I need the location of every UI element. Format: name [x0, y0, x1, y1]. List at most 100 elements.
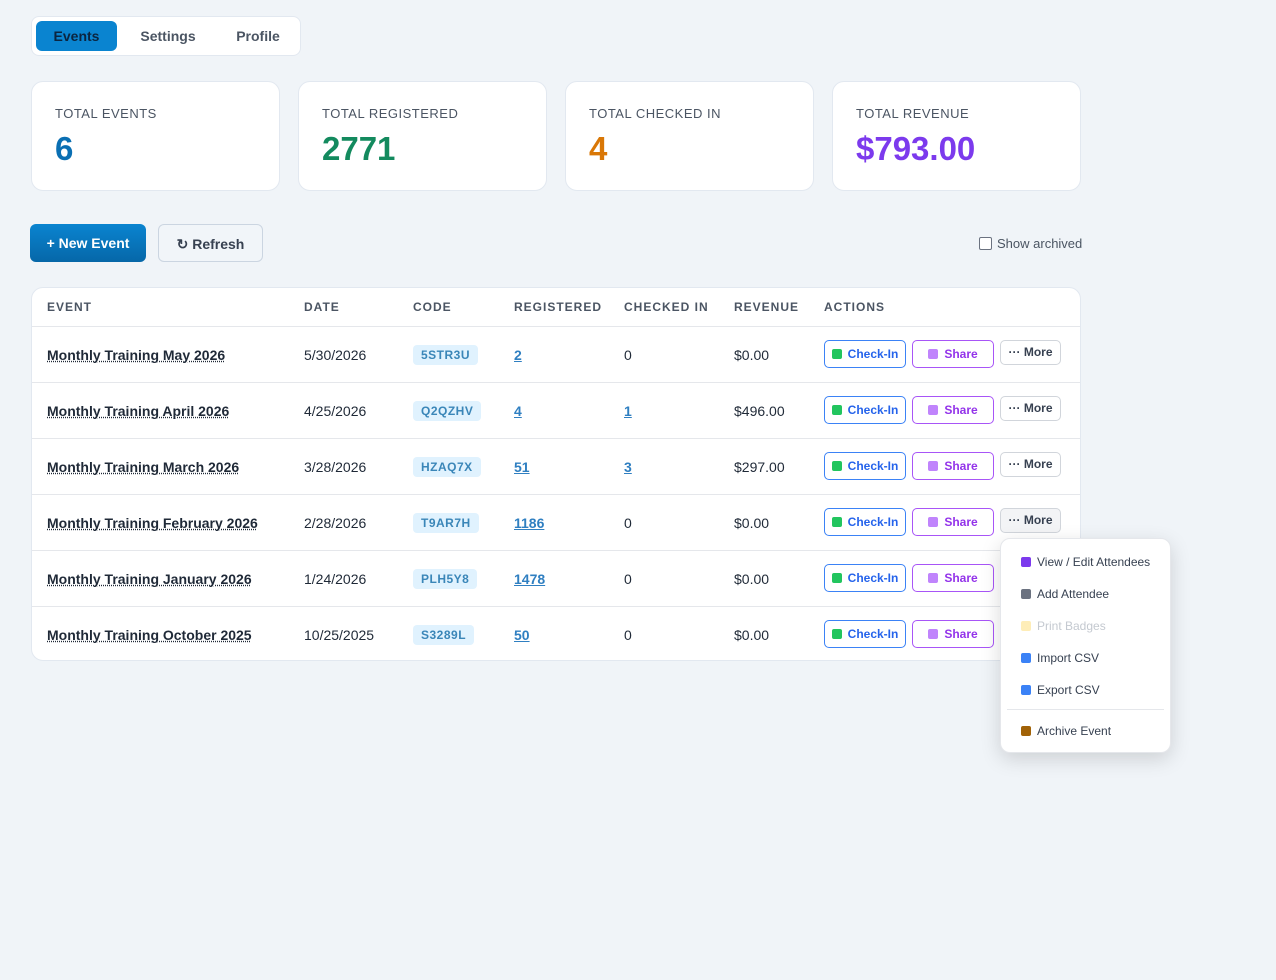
count-link[interactable]: 1186: [514, 515, 545, 531]
cell: 0: [624, 627, 632, 643]
label: Share: [944, 571, 978, 585]
icon: [928, 573, 939, 583]
column-header: EVENT: [47, 300, 93, 314]
column-header: ACTIONS: [824, 300, 885, 314]
check-in-button[interactable]: Check-In: [824, 452, 906, 480]
icon: [831, 461, 842, 471]
column-header: CHECKED IN: [624, 300, 709, 314]
tab[interactable]: Profile: [236, 28, 280, 44]
count-link[interactable]: 50: [514, 627, 530, 643]
event-code: S3289L: [413, 625, 475, 645]
menu-divider: [1007, 709, 1164, 710]
count-link[interactable]: 3: [624, 459, 632, 475]
icon: [928, 517, 939, 527]
label: Add Attendee: [1037, 587, 1110, 601]
count-link[interactable]: 2: [514, 347, 522, 363]
share-button[interactable]: Share: [912, 564, 994, 592]
stat-label: TOTAL CHECKED IN: [589, 106, 722, 121]
new-event-button[interactable]: + New Event: [30, 224, 146, 262]
stat-value: $793.00: [856, 130, 976, 167]
tab-bar: Events Settings Profile: [31, 16, 301, 56]
icon: [928, 405, 939, 415]
count-link[interactable]: 1478: [514, 571, 546, 587]
event-code: Q2QZHV: [413, 401, 482, 421]
stat-card: TOTAL CHECKED IN 4: [565, 81, 814, 191]
menu-item[interactable]: Import CSV: [1021, 651, 1099, 665]
checkbox-label: Show archived: [997, 236, 1083, 251]
check-in-button[interactable]: Check-In: [824, 396, 906, 424]
check-in-button[interactable]: Check-In: [824, 564, 906, 592]
label: Print Badges: [1037, 619, 1106, 633]
tab[interactable]: Events: [36, 21, 117, 51]
share-button[interactable]: Share: [912, 340, 994, 368]
count-link[interactable]: 1: [624, 403, 632, 419]
event-link[interactable]: Monthly Training March 2026: [47, 459, 240, 475]
check-in-button[interactable]: Check-In: [824, 620, 906, 648]
share-button[interactable]: Share: [912, 396, 994, 424]
icon: [1021, 685, 1031, 695]
menu-item[interactable]: View / Edit Attendees: [1021, 555, 1150, 569]
column-header: CODE: [413, 300, 452, 314]
stat-card: TOTAL EVENTS 6: [31, 81, 280, 191]
cell: 0: [624, 515, 632, 531]
label: Check-In: [847, 571, 899, 585]
more-button[interactable]: ··· More: [1000, 396, 1061, 421]
icon: [928, 629, 939, 639]
icon: [928, 461, 939, 471]
stat-label: TOTAL REVENUE: [856, 106, 970, 121]
event-code: T9AR7H: [413, 513, 479, 533]
label: Import CSV: [1037, 651, 1100, 665]
refresh-button[interactable]: ↻ Refresh: [158, 224, 263, 262]
more-button[interactable]: ··· More: [1000, 340, 1061, 365]
show-archived[interactable]: Show archived: [979, 236, 1082, 251]
cell: $0.00: [734, 347, 770, 363]
events-table: EVENT DATE CODE REGISTERED CHECKED IN REVENUE…: [31, 287, 1081, 661]
share-button[interactable]: Share: [912, 620, 994, 648]
more-button[interactable]: ··· More: [1000, 508, 1061, 533]
stat-value: 2771: [322, 130, 396, 167]
icon: [1021, 621, 1031, 631]
column-header: REVENUE: [734, 300, 800, 314]
share-button[interactable]: Share: [912, 452, 994, 480]
event-link[interactable]: Monthly Training April 2026: [47, 403, 230, 419]
menu-item: Print Badges: [1021, 619, 1106, 633]
tab[interactable]: Settings: [140, 28, 196, 44]
menu-item[interactable]: Add Attendee: [1021, 587, 1109, 601]
icon: [1021, 589, 1031, 599]
cell: 2/28/2026: [304, 515, 367, 531]
label: Export CSV: [1037, 683, 1100, 697]
share-button[interactable]: Share: [912, 508, 994, 536]
event-link[interactable]: Monthly Training May 2026: [47, 347, 226, 363]
menu-item[interactable]: Archive Event: [1021, 724, 1111, 738]
event-link[interactable]: Monthly Training October 2025: [47, 627, 252, 643]
count-link[interactable]: 51: [514, 459, 530, 475]
more-button[interactable]: ··· More: [1000, 452, 1061, 477]
label: Share: [944, 627, 978, 641]
table-row: Monthly Training March 2026 3/28/2026 HZAQ…: [32, 438, 1080, 495]
table-row: Monthly Training May 2026 5/30/2026 5STR3U…: [32, 326, 1080, 383]
check-in-button[interactable]: Check-In: [824, 340, 906, 368]
stat-card: TOTAL REVENUE $793.00: [832, 81, 1081, 191]
cell: 0: [624, 571, 632, 587]
icon: [831, 573, 842, 583]
cell: $0.00: [734, 515, 770, 531]
table-row: Monthly Training February 2026 2/28/2026 T…: [32, 494, 1080, 551]
event-link[interactable]: Monthly Training January 2026: [47, 571, 252, 587]
cell: 10/25/2025: [304, 627, 375, 643]
cell: 5/30/2026: [304, 347, 367, 363]
event-link[interactable]: Monthly Training February 2026: [47, 515, 258, 531]
cell: $0.00: [734, 571, 770, 587]
more-menu: View / Edit Attendees Add Attendee Print B…: [1000, 538, 1171, 753]
check-in-button[interactable]: Check-In: [824, 508, 906, 536]
checkbox[interactable]: [979, 237, 992, 250]
event-code: PLH5Y8: [413, 569, 478, 589]
column-header: DATE: [304, 300, 340, 314]
icon: [1021, 557, 1031, 567]
count-link[interactable]: 4: [514, 403, 522, 419]
cell: 1/24/2026: [304, 571, 367, 587]
label: View / Edit Attendees: [1037, 555, 1151, 569]
menu-item[interactable]: Export CSV: [1021, 683, 1100, 697]
cell: 4/25/2026: [304, 403, 367, 419]
label: Check-In: [847, 627, 899, 641]
